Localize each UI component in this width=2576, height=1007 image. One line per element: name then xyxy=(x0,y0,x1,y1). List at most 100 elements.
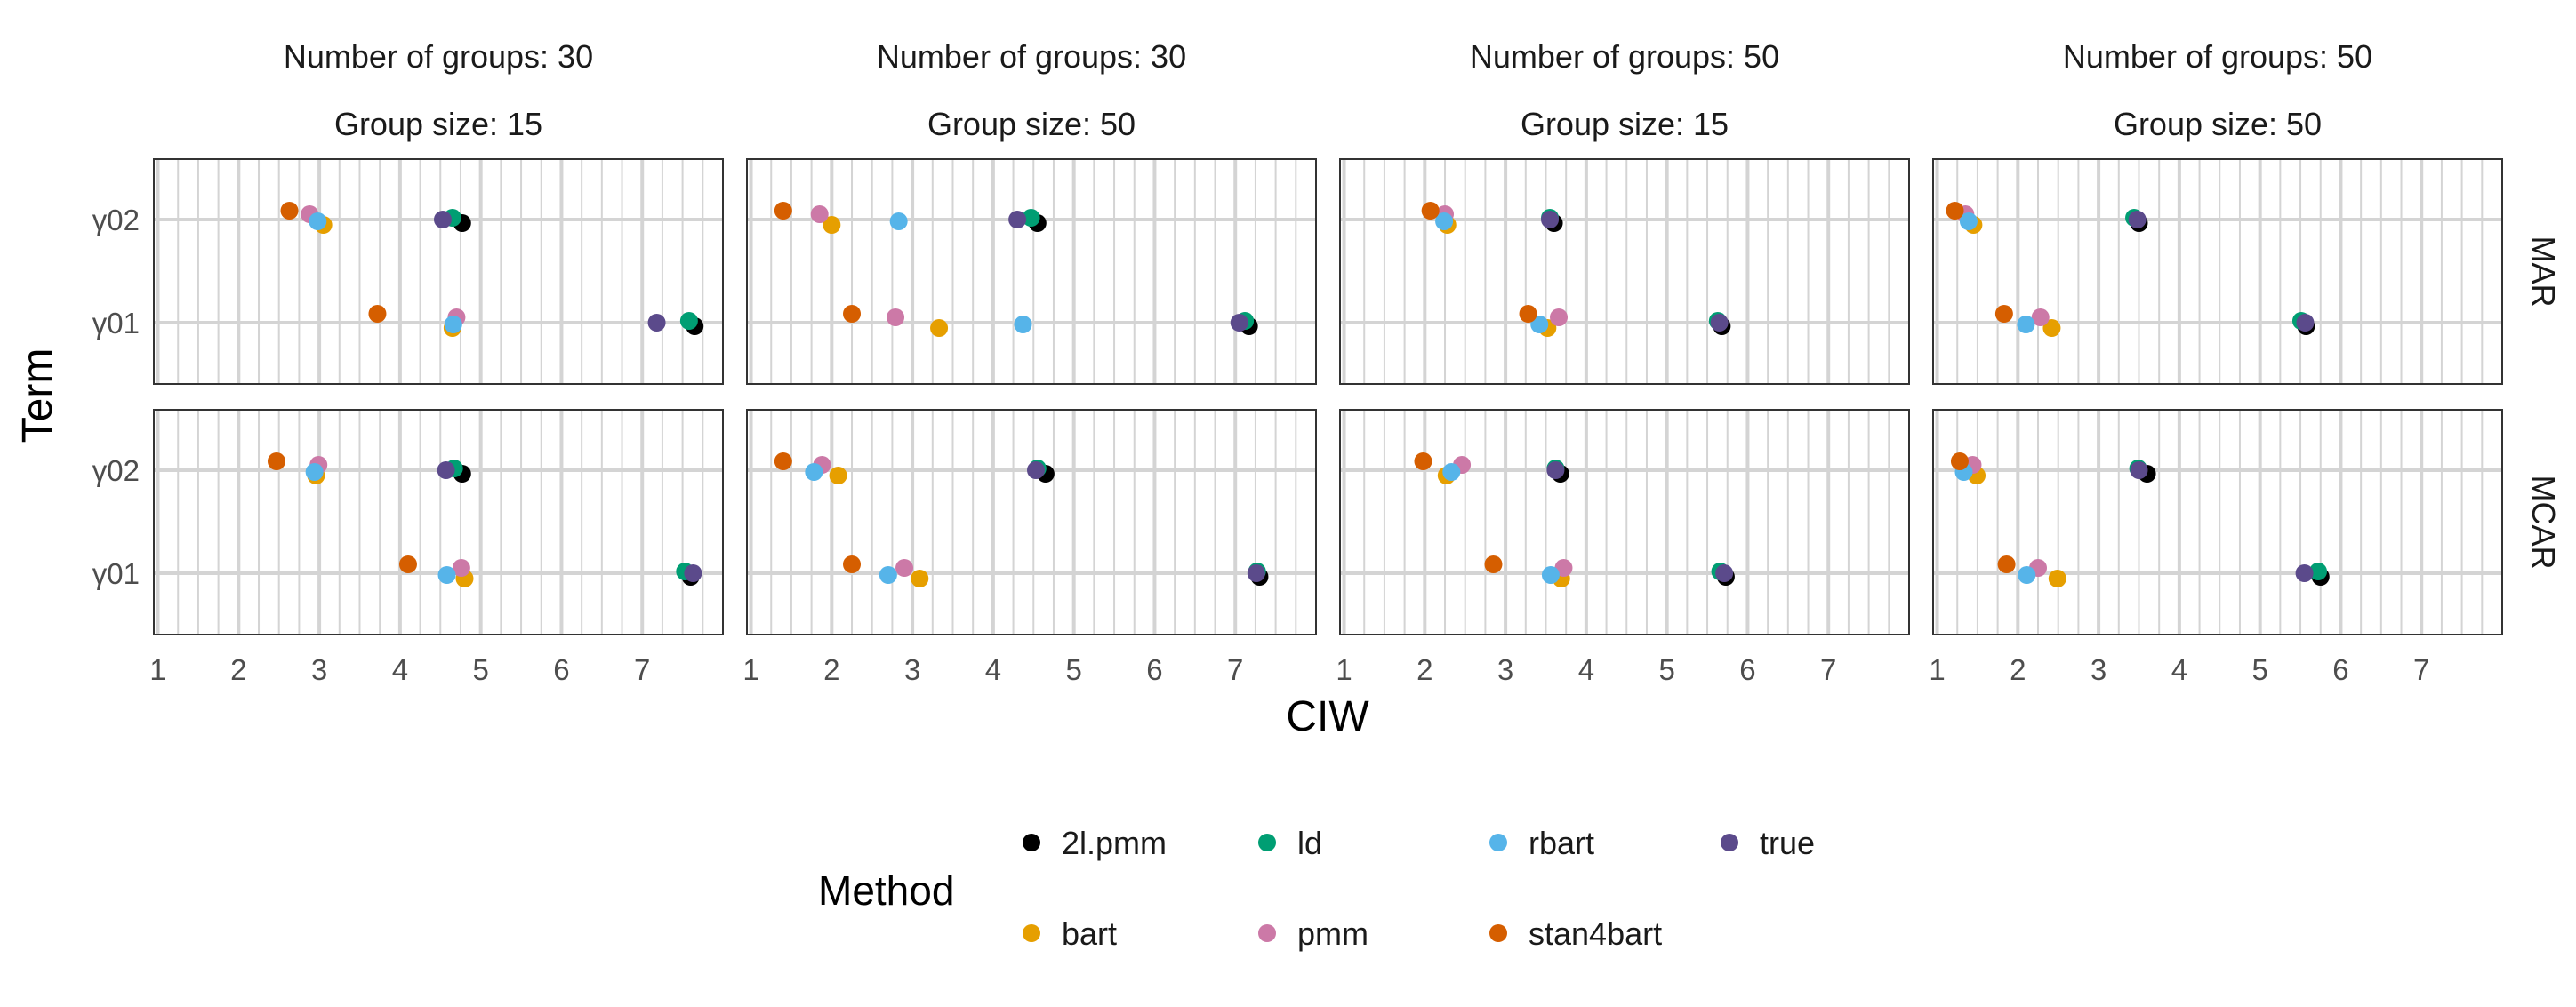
x-axis-ticks: 1 2 3 4 5 6 7 1 2 3 4 5 6 7 1 2 3 4 5 6 7 1 2 3 4 5 6 7 xyxy=(149,653,2429,686)
panel xyxy=(153,409,724,635)
y-tick-label: γ01 xyxy=(92,557,140,590)
x-tick-label: 4 xyxy=(392,653,408,686)
x-tick-label: 7 xyxy=(1227,653,1243,686)
data-point-pmm xyxy=(452,559,470,577)
data-point-stan4bart xyxy=(1414,452,1432,470)
legend-swatch xyxy=(1023,924,1040,942)
data-point-pmm xyxy=(810,205,829,223)
x-tick-label: 6 xyxy=(2332,653,2348,686)
legend-swatch xyxy=(1258,834,1276,851)
data-point-rbart xyxy=(437,566,456,584)
x-tick-label: 3 xyxy=(311,653,327,686)
data-point-stan4bart xyxy=(1950,452,1969,470)
x-axis-title: CIW xyxy=(1286,693,1369,740)
legend-swatch xyxy=(1489,924,1507,942)
x-tick-label: 7 xyxy=(1820,653,1836,686)
strip-size-label: Group size: 15 xyxy=(1521,106,1729,142)
data-point-true xyxy=(1541,211,1560,228)
x-tick-label: 6 xyxy=(553,653,569,686)
data-point-stan4bart xyxy=(843,555,862,573)
data-point-true xyxy=(1008,211,1027,228)
legend-item-pmm: pmm xyxy=(1258,915,1368,952)
data-point-stan4bart xyxy=(1946,202,1964,220)
data-point-true xyxy=(2130,461,2148,479)
y-tick-label: γ02 xyxy=(92,204,140,236)
panel-border xyxy=(1339,409,1910,635)
panel xyxy=(1932,158,2503,385)
data-point-pmm xyxy=(2031,308,2050,326)
strip-size-label: Group size: 50 xyxy=(927,106,1136,142)
panel-border xyxy=(1339,158,1910,385)
panel xyxy=(746,409,1317,635)
data-point-pmm xyxy=(887,308,905,326)
panel xyxy=(1339,158,1910,385)
legend-item-stan4bart: stan4bart xyxy=(1489,915,1662,952)
facet-panels xyxy=(153,158,2503,635)
data-point-rbart xyxy=(1530,316,1549,333)
x-tick-label: 2 xyxy=(230,653,246,686)
data-point-bart xyxy=(930,319,949,337)
x-tick-label: 5 xyxy=(1658,653,1674,686)
data-point-rbart xyxy=(444,316,462,333)
row-strips: MAR MCAR xyxy=(2525,236,2562,570)
legend-swatch xyxy=(1258,924,1276,942)
strip-size-label: Group size: 50 xyxy=(2114,106,2322,142)
panel xyxy=(1932,409,2503,635)
legend-label: 2l.pmm xyxy=(1062,825,1167,861)
data-point-rbart xyxy=(1014,316,1032,333)
data-point-rbart xyxy=(889,212,908,230)
data-point-true xyxy=(1715,564,1734,582)
data-point-rbart xyxy=(805,463,823,481)
legend-item-2l.pmm: 2l.pmm xyxy=(1023,825,1167,861)
data-point-stan4bart xyxy=(774,452,792,470)
panel xyxy=(1339,409,1910,635)
panel-border xyxy=(746,409,1317,635)
data-point-stan4bart xyxy=(1519,305,1537,323)
data-point-rbart xyxy=(1435,212,1454,230)
x-tick-label: 1 xyxy=(1929,653,1945,686)
data-point-true xyxy=(437,461,455,479)
data-point-pmm xyxy=(895,559,914,577)
data-point-ld xyxy=(679,312,698,330)
data-point-ld xyxy=(1022,209,1040,227)
y-tick-label: γ01 xyxy=(92,307,140,340)
data-point-true xyxy=(2295,564,2314,582)
legend-label: stan4bart xyxy=(1529,915,1662,952)
x-tick-label: 4 xyxy=(985,653,1001,686)
legend-label: ld xyxy=(1297,825,1322,861)
legend-item-rbart: rbart xyxy=(1489,825,1594,861)
strip-groups-label: Number of groups: 50 xyxy=(2063,38,2372,75)
strip-groups-label: Number of groups: 30 xyxy=(877,38,1186,75)
x-tick-label: 4 xyxy=(1578,653,1594,686)
data-point-rbart xyxy=(1541,566,1560,584)
x-tick-label: 1 xyxy=(1336,653,1352,686)
data-point-true xyxy=(2296,314,2315,332)
data-point-rbart xyxy=(309,212,327,230)
x-tick-label: 3 xyxy=(1497,653,1513,686)
legend-title: Method xyxy=(818,867,954,914)
x-tick-label: 2 xyxy=(2010,653,2026,686)
panel xyxy=(746,158,1317,385)
panel-border xyxy=(1932,158,2503,385)
legend-swatch xyxy=(1023,834,1040,851)
x-tick-label: 1 xyxy=(149,653,165,686)
data-point-stan4bart xyxy=(1997,555,2016,573)
data-point-bart xyxy=(911,570,929,587)
data-point-stan4bart xyxy=(1994,305,2013,323)
legend-label: pmm xyxy=(1297,915,1368,952)
x-tick-label: 7 xyxy=(2413,653,2429,686)
data-point-stan4bart xyxy=(843,305,862,323)
x-tick-label: 2 xyxy=(823,653,839,686)
data-point-pmm xyxy=(1550,308,1569,326)
row-strip-label: MAR xyxy=(2525,236,2562,308)
data-point-rbart xyxy=(1959,212,1978,230)
x-tick-label: 5 xyxy=(1065,653,1081,686)
data-point-stan4bart xyxy=(1484,555,1503,573)
facet-strips: Number of groups: 30 Group size: 15 Number… xyxy=(284,38,2372,142)
legend-item-ld: ld xyxy=(1258,825,1322,861)
x-tick-label: 3 xyxy=(904,653,920,686)
data-point-bart xyxy=(2048,570,2066,587)
legend-swatch xyxy=(1721,834,1738,851)
data-point-true xyxy=(1546,461,1565,479)
